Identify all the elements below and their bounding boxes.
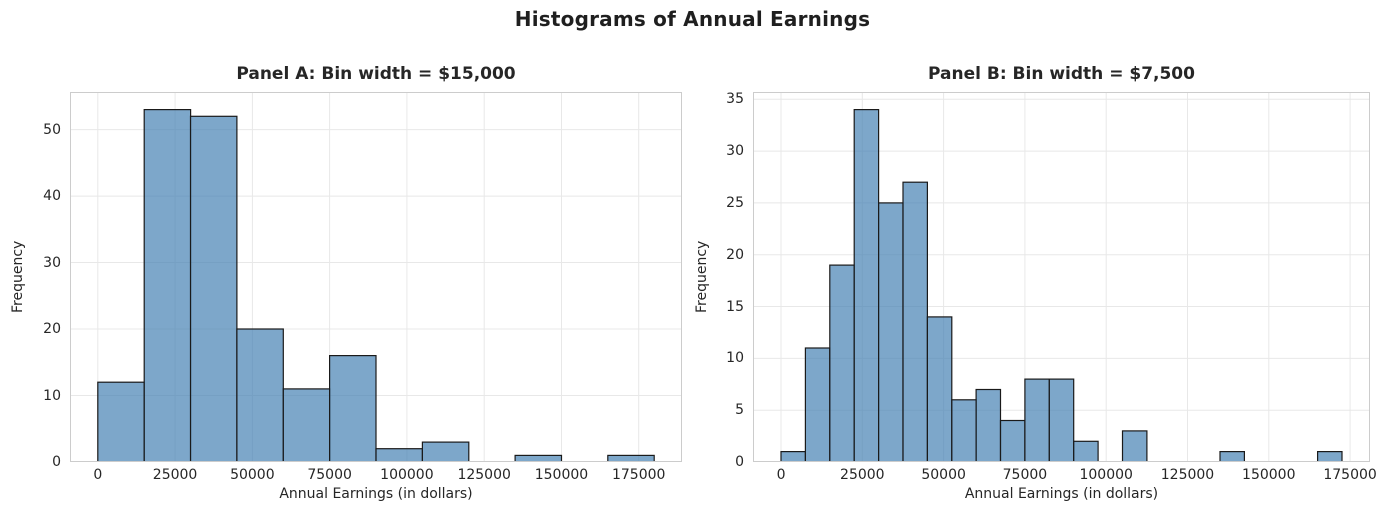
x-tick-label: 25000 [840, 467, 885, 483]
y-tick-label: 0 [735, 454, 744, 470]
histogram-bar [951, 399, 977, 462]
x-tick-label: 150000 [1242, 467, 1296, 483]
y-tick-label: 20 [726, 246, 744, 263]
x-tick-label: 75000 [1002, 467, 1048, 483]
x-tick-label: 150000 [534, 467, 589, 483]
panel-a-x-axis-label: Annual Earnings (in dollars) [279, 486, 473, 502]
panel-b-histogram [753, 92, 1370, 462]
y-tick-label: 0 [52, 454, 61, 470]
y-tick-label: 25 [726, 194, 744, 211]
y-tick-label: 10 [726, 350, 744, 367]
y-tick-label: 30 [43, 254, 61, 271]
histogram-bar [926, 316, 953, 462]
histogram-bar [236, 328, 284, 462]
y-tick-label: 50 [43, 121, 61, 138]
y-tick-label: 40 [43, 188, 61, 205]
histogram-bar [999, 419, 1026, 462]
plot-border [70, 92, 682, 462]
y-tick-label: 30 [726, 143, 744, 160]
histogram-bar [1048, 378, 1075, 462]
histogram-bar [804, 347, 831, 462]
x-tick-label: 125000 [457, 467, 511, 483]
x-tick-label: 0 [93, 467, 103, 483]
plot-border [753, 92, 1370, 462]
x-tick-label: 75000 [307, 467, 352, 483]
histogram-bar [329, 355, 377, 462]
x-tick-label: 50000 [921, 467, 966, 483]
y-tick-label: 20 [43, 321, 61, 338]
panel-a-histogram [70, 92, 682, 462]
histogram-bar [902, 181, 928, 462]
panel-a-y-axis-label: Frequency [10, 240, 26, 314]
figure-title: Histograms of Annual Earnings [514, 7, 871, 31]
histogram-bar [143, 109, 192, 462]
histogram-bar [1316, 451, 1343, 462]
panel-b-title: Panel B: Bin width = $7,500 [928, 64, 1195, 84]
histogram-bar [829, 264, 855, 462]
y-tick-label: 5 [735, 402, 744, 419]
histogram-bar [877, 202, 904, 462]
y-tick-label: 35 [726, 91, 744, 108]
histogram-bar [853, 109, 880, 462]
y-tick-label: 15 [726, 298, 744, 315]
x-tick-label: 25000 [152, 467, 198, 483]
x-tick-label: 125000 [1160, 467, 1215, 483]
x-tick-label: 50000 [230, 467, 275, 483]
histogram-bar [1073, 440, 1099, 462]
histogram-bar [375, 448, 424, 462]
x-tick-label: 175000 [1323, 467, 1377, 483]
panel-b-x-axis-label: Annual Earnings (in dollars) [964, 486, 1159, 502]
y-tick-label: 10 [43, 387, 61, 404]
x-tick-label: 100000 [1079, 467, 1133, 483]
histogram-bar [780, 451, 806, 462]
histogram-bar [1121, 430, 1148, 462]
panel-a-title: Panel A: Bin width = $15,000 [236, 64, 516, 84]
x-tick-label: 100000 [380, 467, 434, 483]
x-tick-label: 0 [776, 467, 786, 483]
histogram-bar [421, 441, 470, 462]
histogram-bar [282, 388, 331, 462]
histogram-bar [1219, 451, 1245, 462]
histogram-bar [1024, 378, 1050, 462]
histogram-bar [975, 388, 1002, 462]
x-tick-label: 175000 [611, 467, 666, 483]
histogram-bar [189, 115, 238, 462]
histogram-bar [97, 381, 145, 462]
